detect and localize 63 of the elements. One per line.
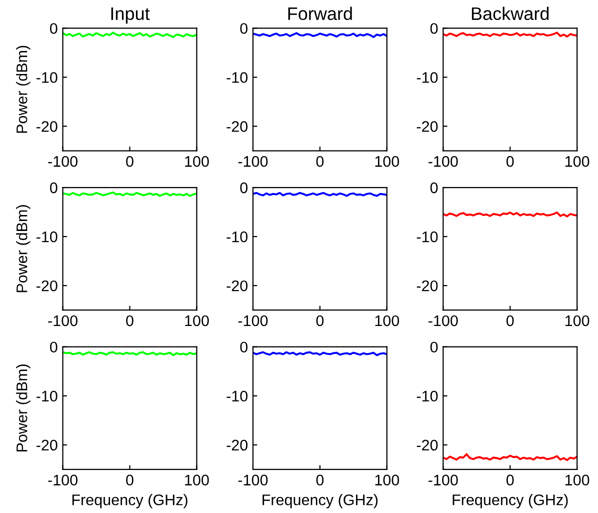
x-tick-label: 100	[565, 474, 590, 486]
x-tick-label: -100	[48, 474, 78, 486]
y-tick-label: -20	[226, 440, 248, 451]
y-tick-label: 0	[430, 342, 438, 353]
x-axis-title: Frequency (GHz)	[72, 494, 188, 508]
y-tick-label: -20	[226, 121, 248, 132]
y-tick-label: -20	[36, 440, 58, 451]
y-tick-label: 0	[50, 182, 58, 194]
y-tick-label: 0	[240, 23, 248, 34]
chart-title: Input	[111, 7, 150, 24]
x-tick-label: 0	[316, 474, 324, 486]
y-tick-label: 0	[240, 182, 248, 194]
x-tick-label: 100	[375, 156, 400, 167]
x-tick-label: 0	[126, 315, 134, 326]
y-tick-label: -20	[416, 121, 438, 132]
y-tick-label: -10	[36, 231, 58, 242]
y-tick-label: 0	[50, 342, 58, 353]
x-axis-title: Frequency (GHz)	[452, 494, 568, 508]
y-tick-label: 0	[50, 23, 58, 34]
x-tick-label: 100	[375, 474, 400, 486]
x-tick-label: 0	[506, 474, 514, 486]
x-tick-label: 100	[185, 156, 209, 167]
y-tick-label: -20	[416, 280, 438, 292]
y-tick-label: -10	[416, 390, 438, 402]
x-tick-label: 0	[506, 315, 514, 326]
y-tick-label: -20	[36, 280, 58, 292]
x-tick-label: 0	[506, 156, 514, 167]
y-tick-label: -20	[226, 280, 248, 292]
x-tick-label: 0	[126, 156, 134, 167]
x-tick-label: -100	[48, 156, 78, 167]
x-tick-label: -100	[48, 315, 78, 326]
x-tick-label: 100	[185, 474, 209, 486]
x-tick-label: 0	[316, 315, 324, 326]
y-axis-title: Power (dBm)	[16, 46, 30, 133]
y-tick-label: 0	[430, 182, 438, 194]
y-tick-label: -10	[36, 72, 58, 83]
y-tick-label: -10	[226, 72, 248, 83]
y-tick-label: -20	[36, 121, 58, 132]
x-tick-label: 100	[185, 315, 209, 326]
y-tick-label: -10	[226, 390, 248, 402]
x-tick-label: 100	[565, 315, 590, 326]
x-tick-label: 0	[316, 156, 324, 167]
x-tick-label: 100	[375, 315, 400, 326]
chart-title: Backward	[472, 6, 549, 20]
x-tick-label: -100	[238, 474, 268, 486]
y-axis-title: Power (dBm)	[16, 364, 30, 452]
y-tick-label: 0	[430, 23, 438, 34]
y-tick-label: -20	[416, 440, 438, 451]
x-tick-label: -100	[238, 156, 268, 167]
x-tick-label: -100	[428, 474, 458, 486]
chart-title: Forward	[288, 6, 352, 20]
x-tick-label: -100	[428, 315, 458, 326]
y-tick-label: 0	[240, 342, 248, 353]
x-tick-label: -100	[238, 315, 268, 326]
x-axis-title: Frequency (GHz)	[262, 494, 378, 508]
x-tick-label: 0	[126, 474, 134, 486]
y-tick-label: -10	[226, 231, 248, 242]
y-tick-label: -10	[416, 72, 438, 83]
y-tick-label: -10	[416, 231, 438, 242]
y-tick-label: -10	[36, 390, 58, 402]
x-tick-label: -100	[428, 156, 458, 167]
y-axis-title: Power (dBm)	[16, 205, 30, 292]
x-tick-label: 100	[565, 156, 590, 167]
